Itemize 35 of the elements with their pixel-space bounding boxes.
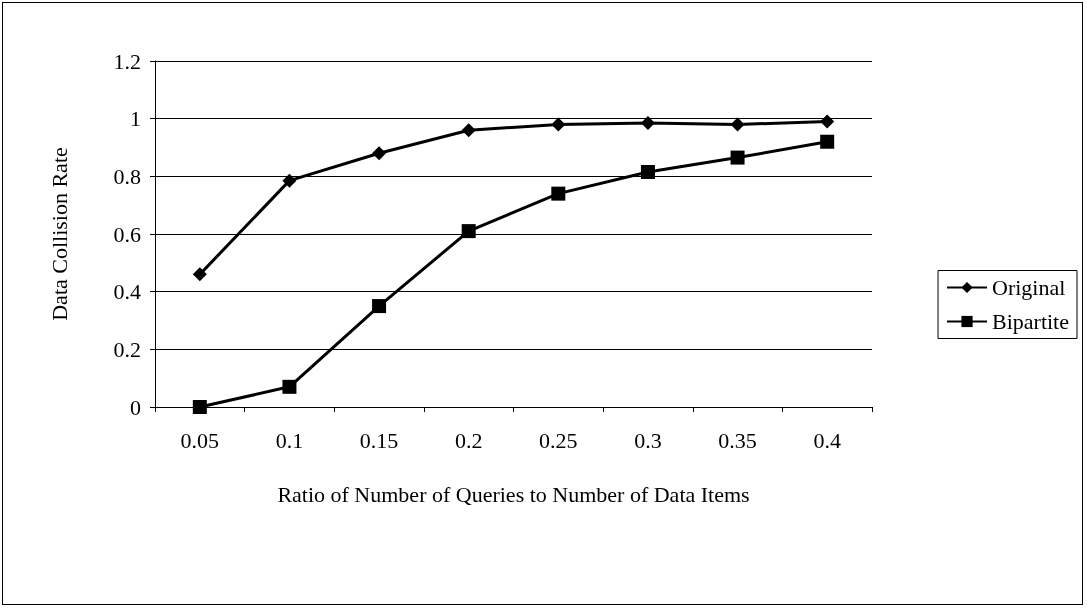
x-tick-label: 0.3 [634,427,662,453]
point [730,117,745,132]
y-tick-label: 0.2 [113,336,141,362]
point [372,299,387,314]
point [192,267,207,282]
point [551,117,566,132]
point [640,165,655,180]
y-tick-label: 0.4 [113,279,141,305]
point [640,115,655,130]
y-tick-label: 0.8 [113,163,141,189]
x-tick-label: 0.35 [718,427,757,453]
point [820,134,835,149]
x-tick-label: 0.4 [813,427,841,453]
x-tick-label: 0.1 [275,427,304,453]
point [551,186,566,201]
point [461,123,476,138]
point [730,150,745,165]
x-tick-label: 0.15 [359,427,399,453]
x-tick-label: 0.25 [539,427,578,453]
y-tick-label: 0 [130,394,141,420]
y-axis-title: Data Collision Rate [46,147,72,321]
y-tick-label: 1 [130,106,141,132]
point [820,114,835,129]
legend-label: Bipartite [992,309,1070,334]
point [282,379,297,394]
x-tick-label: 0.05 [180,427,220,453]
x-axis-title: Ratio of Number of Queries to Number of Data Items [277,481,750,507]
point [461,224,476,239]
legend-label: Original [992,275,1066,300]
x-tick-label: 0.2 [454,427,483,453]
y-tick-label: 0.6 [113,221,141,247]
point [282,173,297,188]
point [192,400,207,414]
point [372,146,387,161]
y-tick-label: 1.2 [113,48,141,74]
